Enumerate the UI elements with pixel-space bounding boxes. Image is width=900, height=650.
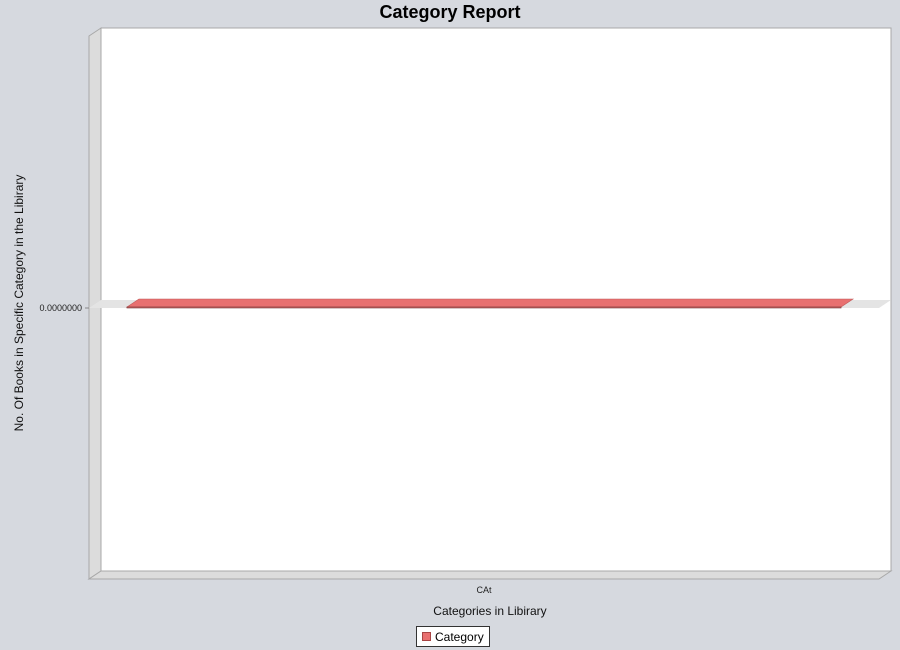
legend-swatch [422,632,431,641]
x-axis-label: Categories in Libirary [433,604,546,618]
bar-CAt [126,306,842,309]
chart-title: Category Report [379,2,521,22]
y-tick-label: 0.0000000 [39,303,82,313]
plot-floor [87,570,893,580]
legend-label: Category [435,629,484,644]
legend: Category [416,626,490,647]
ticks-layer: CAt 0.0000000 [39,303,492,595]
bar-CAt-top [125,298,855,308]
y-axis-label: No. Of Books in Specific Category in the… [12,175,26,432]
bars-layer [89,298,891,309]
x-tick-label: CAt [476,585,492,595]
